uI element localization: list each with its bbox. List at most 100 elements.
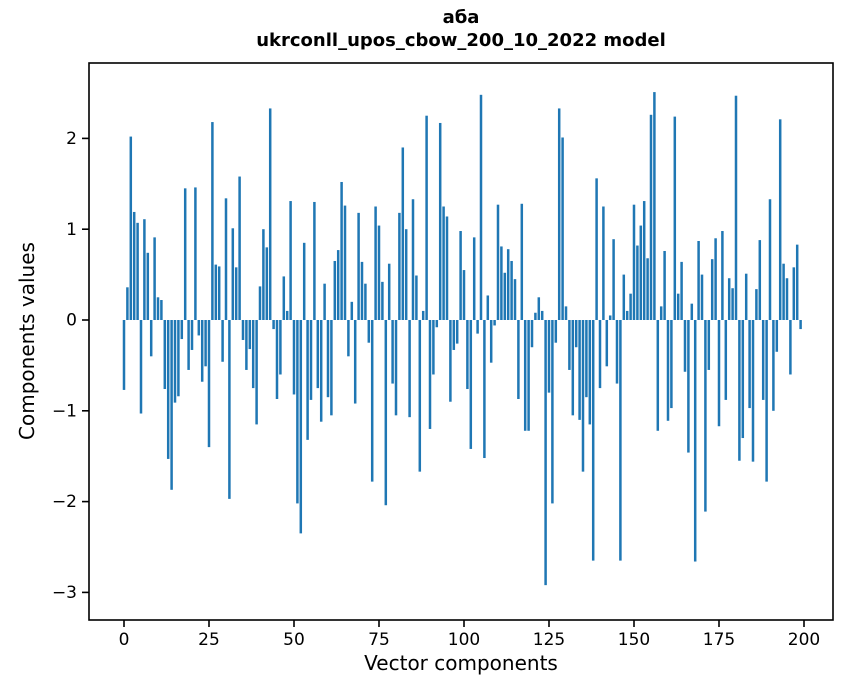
y-tick-label: 0	[66, 311, 77, 331]
bar	[432, 320, 435, 375]
bar	[486, 295, 490, 320]
bar	[292, 320, 296, 395]
bar	[615, 320, 619, 384]
bar	[653, 92, 656, 320]
chart-title: аба	[442, 7, 480, 28]
bar	[612, 239, 615, 320]
bar	[714, 238, 717, 320]
chart-subtitle: ukrconll_upos_cbow_200_10_2022 model	[256, 30, 666, 51]
bar	[710, 259, 714, 320]
bar	[299, 320, 303, 534]
bar	[751, 320, 755, 462]
bar	[275, 320, 279, 399]
bar	[279, 320, 282, 375]
bar	[234, 267, 238, 320]
bar	[323, 283, 326, 320]
bar	[530, 320, 534, 348]
bar	[799, 320, 802, 330]
bar	[241, 320, 245, 340]
bar	[670, 320, 673, 409]
bar	[187, 320, 190, 370]
bar	[231, 228, 235, 320]
bar	[510, 260, 513, 320]
bar	[153, 237, 156, 320]
bar	[398, 212, 401, 320]
bar	[741, 320, 745, 439]
bar	[588, 320, 592, 425]
bar	[731, 288, 734, 320]
bar	[357, 212, 360, 320]
bar	[636, 245, 639, 320]
bar	[289, 201, 292, 320]
bar	[459, 231, 462, 320]
bar	[683, 320, 687, 372]
bar	[258, 286, 262, 320]
bar	[384, 320, 388, 506]
axes-frame	[88, 62, 834, 621]
x-tick-label: 50	[283, 630, 305, 650]
bar	[619, 320, 622, 561]
bar	[506, 249, 510, 320]
bar	[160, 300, 163, 320]
bar	[758, 240, 762, 320]
x-tick-label: 25	[198, 630, 220, 650]
bar	[472, 237, 476, 320]
bar	[296, 320, 299, 504]
bar	[520, 203, 524, 320]
bar	[534, 312, 537, 320]
bar	[727, 278, 731, 320]
bar	[374, 206, 377, 320]
bar	[408, 320, 411, 418]
bar	[251, 320, 255, 389]
bar	[326, 320, 330, 398]
bar	[394, 320, 398, 416]
bar	[126, 287, 129, 320]
bar	[347, 320, 350, 357]
bar	[489, 320, 493, 363]
y-tick-label: 2	[66, 129, 77, 149]
bar	[785, 278, 789, 320]
bar	[370, 320, 374, 482]
bar	[690, 303, 694, 320]
bar	[649, 114, 653, 320]
bar	[255, 320, 258, 425]
bar	[340, 181, 343, 320]
bar	[493, 320, 496, 326]
bar	[581, 320, 585, 472]
bar	[659, 306, 663, 320]
x-tick-label: 200	[788, 630, 820, 650]
bar	[571, 320, 575, 416]
bar	[163, 320, 167, 390]
bar	[122, 320, 126, 390]
bar	[214, 264, 218, 320]
bar	[132, 211, 136, 320]
bar	[200, 320, 204, 382]
bar	[421, 310, 425, 320]
bar	[680, 261, 683, 320]
bar	[197, 320, 201, 336]
bar	[438, 122, 442, 321]
bar	[479, 94, 483, 320]
bar	[238, 176, 241, 320]
bar	[425, 115, 428, 320]
bar	[268, 108, 272, 320]
bar	[476, 320, 479, 334]
bar	[466, 320, 469, 390]
bar	[455, 320, 459, 344]
bar	[211, 122, 214, 320]
bar	[217, 266, 221, 320]
y-axis-label: Components values	[15, 242, 39, 440]
bar	[663, 250, 666, 320]
bar	[285, 310, 289, 320]
bar	[129, 136, 133, 320]
bar	[207, 320, 211, 448]
bar	[316, 320, 320, 389]
x-axis-label: Vector components	[364, 651, 558, 675]
bar	[775, 320, 779, 352]
bar	[666, 320, 670, 421]
bar	[136, 222, 139, 320]
bar	[306, 320, 309, 440]
bar	[721, 231, 724, 320]
x-tick-label: 175	[703, 630, 735, 650]
